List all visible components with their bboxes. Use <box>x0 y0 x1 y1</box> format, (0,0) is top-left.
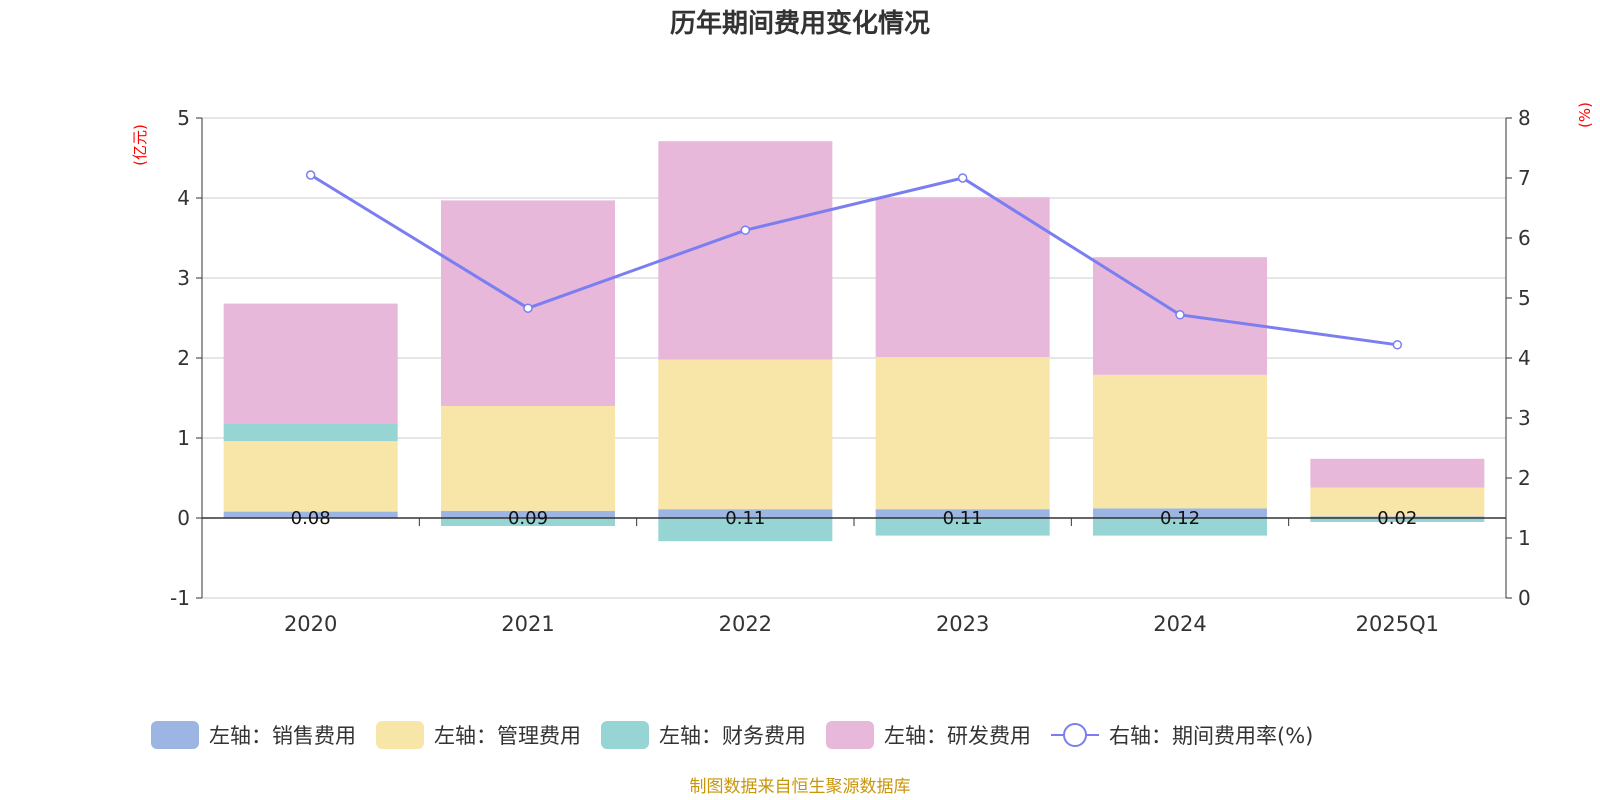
right-tick-label: 8 <box>1518 106 1531 130</box>
right-tick-label: 2 <box>1518 466 1531 490</box>
left-tick-label: 4 <box>177 186 190 210</box>
legend-swatch-rd <box>826 721 874 749</box>
source-note: 制图数据来自恒生聚源数据库 <box>690 777 911 797</box>
bar-finance <box>441 518 615 526</box>
bar-rd <box>658 141 833 360</box>
category-label: 2023 <box>936 612 989 636</box>
rate-line <box>305 170 1403 350</box>
bar-finance <box>1093 518 1267 536</box>
sales-data-label: 0.09 <box>508 508 548 529</box>
rate-point <box>1392 340 1403 350</box>
bar-mgmt <box>875 357 1050 510</box>
left-tick-label: 0 <box>177 506 190 530</box>
legend-label-rd: 左轴：研发费用 <box>884 724 1031 748</box>
right-tick-label: 6 <box>1518 226 1531 250</box>
category-label: 2022 <box>719 612 772 636</box>
bar-sales <box>223 511 398 518</box>
rate-point <box>305 170 316 180</box>
bar-rd <box>1310 458 1485 488</box>
bar-finance <box>223 423 398 442</box>
bar-sales <box>441 510 615 518</box>
bar-finance <box>1310 518 1485 522</box>
category-label: 2025Q1 <box>1356 612 1439 636</box>
right-axis-unit: (%) <box>1576 102 1594 128</box>
bar-finance <box>658 518 833 542</box>
left-axis-unit: (亿元) <box>131 124 149 166</box>
chart-title: 历年期间费用变化情况 <box>670 8 930 39</box>
legend-label-finance: 左轴：财务费用 <box>659 724 806 748</box>
legend-label-rate: 右轴：期间费用率(%) <box>1109 724 1313 748</box>
right-tick-label: 5 <box>1518 286 1531 310</box>
sales-data-label: 0.11 <box>943 508 983 529</box>
category-label: 2024 <box>1153 612 1206 636</box>
left-tick-label: 1 <box>177 426 190 450</box>
legend-swatch-finance <box>601 721 649 749</box>
bar-mgmt <box>1093 374 1267 509</box>
left-tick-label: 2 <box>177 346 190 370</box>
axes: -1 0 1 2 3 4 5 0 1 2 3 4 5 6 7 8 2020 2021 2022 2023 2024 202… <box>170 106 1531 636</box>
legend-label-sales: 左轴：销售费用 <box>209 724 356 748</box>
bars <box>223 141 1485 542</box>
grid-lines <box>202 117 1506 599</box>
legend: 左轴：销售费用 左轴：管理费用 左轴：财务费用 左轴：研发费用 右轴：期间费用率(%) <box>151 721 1313 749</box>
left-tick-label: 5 <box>177 106 190 130</box>
category-label: 2020 <box>284 612 337 636</box>
data-labels: 0.08 0.09 0.11 0.11 0.12 0.02 <box>291 508 1418 529</box>
right-tick-label: 3 <box>1518 406 1531 430</box>
bar-mgmt <box>223 441 398 512</box>
rate-point <box>1175 310 1185 320</box>
bar-mgmt <box>441 406 615 511</box>
legend-swatch-sales <box>151 721 199 749</box>
bar-sales <box>658 509 833 518</box>
legend-swatch-marker <box>1063 723 1087 747</box>
rate-point <box>957 173 968 183</box>
right-tick-label: 1 <box>1518 526 1531 550</box>
right-tick-label: 7 <box>1518 166 1531 190</box>
bar-sales <box>1093 508 1267 518</box>
left-tick-label: -1 <box>170 586 190 610</box>
bar-finance <box>875 518 1050 536</box>
rate-line-path <box>309 173 1398 347</box>
right-tick-label: 4 <box>1518 346 1531 370</box>
sales-data-label: 0.11 <box>725 508 765 529</box>
bar-rd <box>441 200 615 406</box>
bar-mgmt <box>1310 487 1485 517</box>
bar-sales <box>875 509 1050 518</box>
rate-point <box>523 303 533 313</box>
left-tick-label: 3 <box>177 266 190 290</box>
right-tick-label: 0 <box>1518 586 1531 610</box>
bar-sales <box>1310 516 1485 518</box>
bar-rd <box>875 197 1050 358</box>
legend-swatch-mgmt <box>376 721 424 749</box>
legend-label-mgmt: 左轴：管理费用 <box>434 724 581 748</box>
sales-data-label: 0.08 <box>291 508 331 529</box>
bar-rd <box>223 303 398 424</box>
sales-data-label: 0.02 <box>1377 508 1417 529</box>
bar-mgmt <box>658 359 833 510</box>
category-label: 2021 <box>501 612 554 636</box>
rate-point <box>740 225 751 235</box>
sales-data-label: 0.12 <box>1160 508 1200 529</box>
